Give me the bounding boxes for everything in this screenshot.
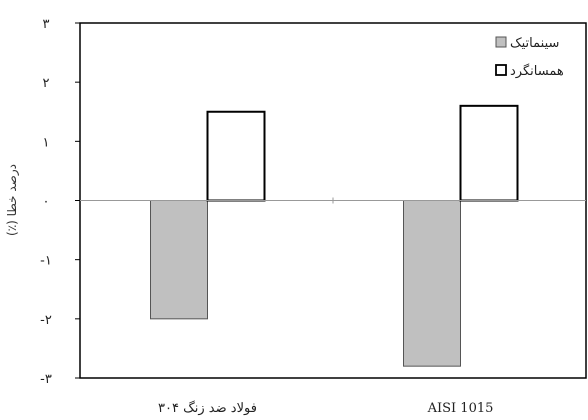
y-tick-label: -۳ <box>40 372 52 387</box>
y-tick-label: -۲ <box>40 313 52 328</box>
legend-label: همسانگرد <box>510 63 564 79</box>
categories-layer: فولاد ضد زنگ ۳۰۴ AISI 1015 <box>158 400 493 416</box>
y-tick-label: -۱ <box>40 254 52 269</box>
y-tick-label: ۲ <box>43 76 50 91</box>
bar-isotropic-0 <box>206 110 266 202</box>
bar-isotropic-1 <box>459 104 519 202</box>
x-category-label: فولاد ضد زنگ ۳۰۴ <box>158 400 257 416</box>
legend-layer: سینماتیک همسانگرد <box>495 36 564 79</box>
legend-swatch <box>495 36 507 48</box>
y-axis-label: درصد خطا (٪) <box>5 164 20 236</box>
legend-label: سینماتیک <box>510 36 559 51</box>
y-tick-label: ۰ <box>43 195 50 210</box>
bars-layer <box>150 104 519 367</box>
y-tick-label: ۳ <box>43 17 50 32</box>
y-tick-label: ۱ <box>43 135 50 150</box>
bar-kinematic-0 <box>150 200 208 320</box>
legend-swatch <box>495 64 507 76</box>
x-category-label: AISI 1015 <box>427 401 494 416</box>
bar-kinematic-1 <box>403 200 461 367</box>
ticks-layer: -۳ -۲ -۱ ۰ ۱ ۲ ۳ <box>40 17 80 387</box>
